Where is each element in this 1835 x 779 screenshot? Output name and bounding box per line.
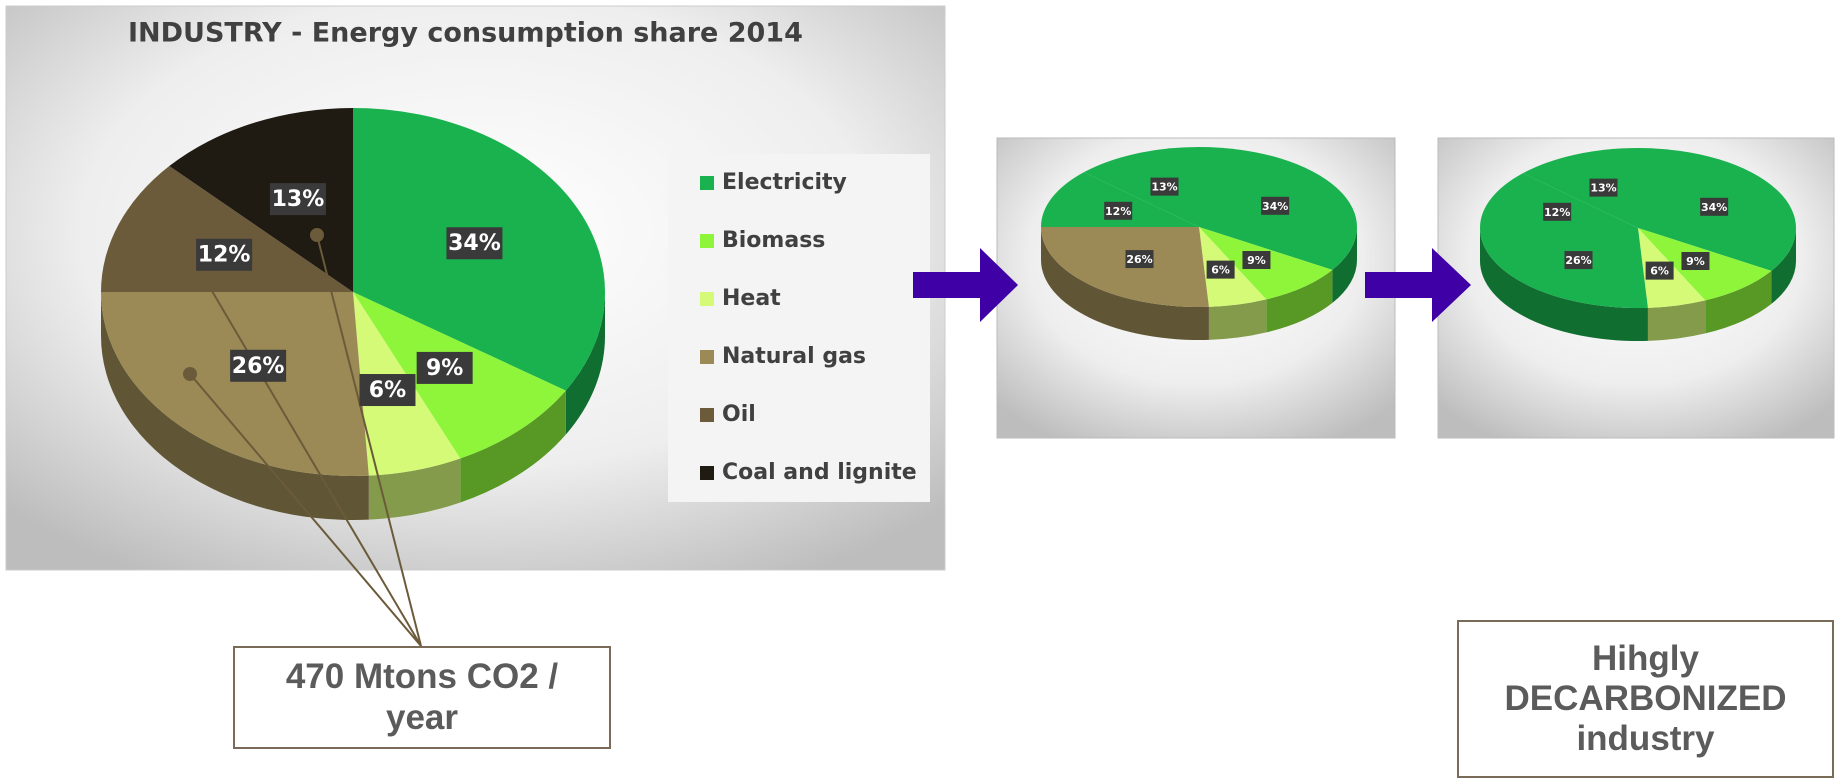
data-label-box <box>1242 251 1271 270</box>
legend-label: Oil <box>722 402 756 427</box>
data-label-box <box>1125 250 1154 269</box>
slice-side <box>1705 270 1772 334</box>
data-label-box <box>1206 260 1235 279</box>
data-label: 34% <box>448 231 501 256</box>
slice-side <box>1208 299 1267 340</box>
data-label-box <box>1589 178 1618 197</box>
data-label: 9% <box>1247 254 1266 267</box>
legend-label: Natural gas <box>722 344 866 369</box>
data-label: 26% <box>232 354 285 379</box>
callout-dot <box>183 367 197 381</box>
data-label-box <box>1104 201 1133 220</box>
slice-side <box>1332 227 1357 303</box>
legend-swatch <box>700 350 714 364</box>
chart-title: INDUSTRY - Energy consumption share 2014 <box>128 18 803 49</box>
data-label: 13% <box>1151 181 1177 194</box>
slice-side <box>565 292 605 435</box>
data-label: 6% <box>1650 265 1669 278</box>
data-label: 34% <box>1701 201 1727 214</box>
data-label: 9% <box>426 356 463 381</box>
data-label: 34% <box>1262 200 1288 213</box>
pie-slice <box>101 292 369 477</box>
data-label-box <box>1645 261 1674 280</box>
legend-label: Biomass <box>722 228 825 253</box>
legend-label: Coal and lignite <box>722 460 917 485</box>
data-label: 12% <box>1105 205 1131 218</box>
pie-slice <box>1480 173 1638 228</box>
slice-side <box>1266 269 1333 333</box>
data-label-box <box>359 374 416 407</box>
slice-side <box>1771 228 1796 304</box>
data-label: 9% <box>1686 255 1705 268</box>
data-label-box <box>196 238 253 271</box>
pie-slice <box>101 166 353 292</box>
data-label: 13% <box>1590 182 1616 195</box>
callout-dot <box>172 228 186 242</box>
data-label-box <box>1681 252 1710 271</box>
data-label: 12% <box>1544 206 1570 219</box>
pie-slice <box>1041 172 1199 227</box>
pie-slice <box>1522 148 1638 228</box>
slice-side <box>101 292 369 520</box>
annotation: Hihgly DECARBONIZED industry <box>1457 620 1834 778</box>
data-label: 6% <box>369 378 406 403</box>
legend-swatch <box>700 466 714 480</box>
callout-lines <box>178 234 422 647</box>
annotation: 470 Mtons CO2 / year <box>233 646 611 749</box>
data-label-box <box>1700 197 1729 216</box>
legend-label: Heat <box>722 286 781 311</box>
slice-side <box>368 458 461 520</box>
pie-slice <box>169 108 353 292</box>
data-label: 12% <box>198 243 251 268</box>
legend-label: Electricity <box>722 170 847 195</box>
data-label-box <box>416 351 473 384</box>
data-label-box <box>1150 177 1179 196</box>
data-label: 26% <box>1126 253 1152 266</box>
data-label: 6% <box>1211 264 1230 277</box>
slice-side <box>1041 227 1209 340</box>
data-label-box <box>446 227 503 260</box>
data-label: 26% <box>1565 254 1591 267</box>
pie-slice <box>1041 227 1209 307</box>
data-label-box <box>269 183 326 216</box>
pie-slice <box>1480 228 1648 308</box>
data-label-box <box>230 349 287 382</box>
slice-side <box>1480 228 1648 341</box>
arrow <box>913 248 1018 322</box>
legend-swatch <box>700 408 714 422</box>
data-label-box <box>1564 251 1593 270</box>
legend-swatch <box>700 176 714 190</box>
callout-dot <box>310 228 324 242</box>
legend-box <box>668 154 930 502</box>
legend-swatch <box>700 292 714 306</box>
data-label-box <box>1543 202 1572 221</box>
slice-side <box>1647 300 1706 341</box>
data-label: 13% <box>272 187 325 212</box>
legend-swatch <box>700 234 714 248</box>
pie-slice <box>1083 147 1199 227</box>
arrow <box>1365 248 1471 322</box>
slice-side <box>460 390 566 503</box>
data-label-box <box>1261 196 1290 215</box>
